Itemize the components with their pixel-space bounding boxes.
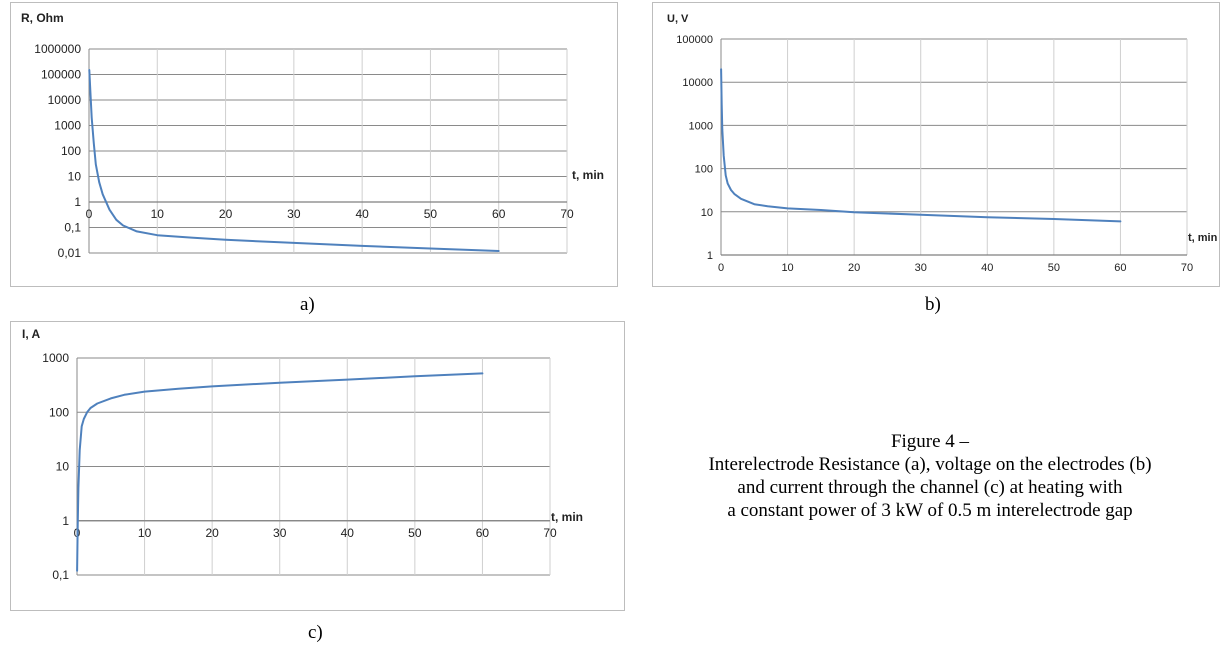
y-axis-title: I, A <box>22 327 41 341</box>
x-tick-label: 60 <box>1114 262 1126 274</box>
data-series-line <box>720 68 1122 223</box>
y-tick-label: 0,1 <box>52 568 69 582</box>
caption-line-4: a constant power of 3 kW of 0.5 m intere… <box>727 500 1133 521</box>
figure-label-c: c) <box>308 622 323 643</box>
y-tick-label: 100000 <box>676 34 713 46</box>
x-tick-label: 50 <box>408 526 422 540</box>
x-tick-label: 60 <box>476 526 490 540</box>
y-tick-label: 1000 <box>42 351 69 365</box>
x-axis-title: t, min <box>1188 232 1218 244</box>
x-tick-label: 0 <box>86 207 93 221</box>
chart-a: 1000000 100000 10000 1000 100 10 1 0,1 0,01 0 10 20… <box>21 11 604 260</box>
y-tick-label: 100 <box>49 405 69 419</box>
x-tick-label: 10 <box>138 526 152 540</box>
y-tick-label: 100 <box>695 164 713 176</box>
data-series-line <box>76 372 484 572</box>
x-tick-label: 70 <box>543 526 557 540</box>
x-tick-label: 10 <box>151 207 165 221</box>
y-axis-title: R, Ohm <box>21 11 64 25</box>
caption-line-1: Figure 4 – <box>890 431 970 452</box>
figure-label-b: b) <box>925 294 941 315</box>
x-axis-title: t, min <box>551 510 583 524</box>
y-tick-label: 0,1 <box>64 221 81 235</box>
y-tick-label: 1 <box>707 250 713 262</box>
y-tick-label: 10 <box>68 170 82 184</box>
y-tick-label: 10 <box>701 207 713 219</box>
y-tick-label: 1000 <box>54 119 81 133</box>
chart-b: 100000 10000 1000 100 10 10 10 20 30 40 50 60 70 U, V… <box>667 13 1218 274</box>
caption-line-2: Interelectrode Resistance (a), voltage o… <box>708 454 1152 475</box>
y-tick-label: 1000000 <box>34 42 81 56</box>
caption-line-3: and current through the channel (c) at h… <box>737 477 1123 498</box>
data-series-line <box>88 69 500 252</box>
y-tick-label: 100 <box>61 144 81 158</box>
x-tick-label: 70 <box>560 207 574 221</box>
x-tick-label: 40 <box>355 207 369 221</box>
y-tick-label: 1000 <box>689 120 713 132</box>
x-axis-title: t, min <box>572 168 604 182</box>
x-tick-label: 30 <box>273 526 287 540</box>
x-tick-label: 30 <box>915 262 927 274</box>
x-tick-label: 50 <box>424 207 438 221</box>
x-tick-label: 60 <box>492 207 506 221</box>
figure-caption: Figure 4 – Interelectrode Resistance (a)… <box>640 430 1220 522</box>
y-tick-label: 10000 <box>48 93 82 107</box>
figure-label-a: a) <box>300 294 315 315</box>
x-tick-label: 20 <box>848 262 860 274</box>
x-tick-label: 40 <box>341 526 355 540</box>
y-tick-label: 0,01 <box>58 246 82 260</box>
y-tick-label: 10000 <box>682 77 713 89</box>
x-tick-label: 40 <box>981 262 993 274</box>
y-tick-label: 100000 <box>41 68 81 82</box>
y-axis-title: U, V <box>667 13 689 25</box>
x-tick-label: 30 <box>287 207 301 221</box>
x-tick-label: 20 <box>205 526 219 540</box>
chart-panel-a: 1000000 100000 10000 1000 100 10 1 0,1 0,01 0 10 20… <box>10 2 618 287</box>
x-tick-label: 10 <box>781 262 793 274</box>
x-tick-label: 0 <box>718 262 724 274</box>
x-tick-label: 20 <box>219 207 233 221</box>
x-tick-label: 70 <box>1181 262 1193 274</box>
y-tick-label: 1 <box>62 514 69 528</box>
y-tick-label: 1 <box>74 195 81 209</box>
chart-panel-b: 100000 10000 1000 100 10 1 0 10 20 30 40 50 60 70 U, V… <box>652 2 1220 287</box>
y-tick-label: 10 <box>56 460 70 474</box>
x-tick-label: 50 <box>1048 262 1060 274</box>
